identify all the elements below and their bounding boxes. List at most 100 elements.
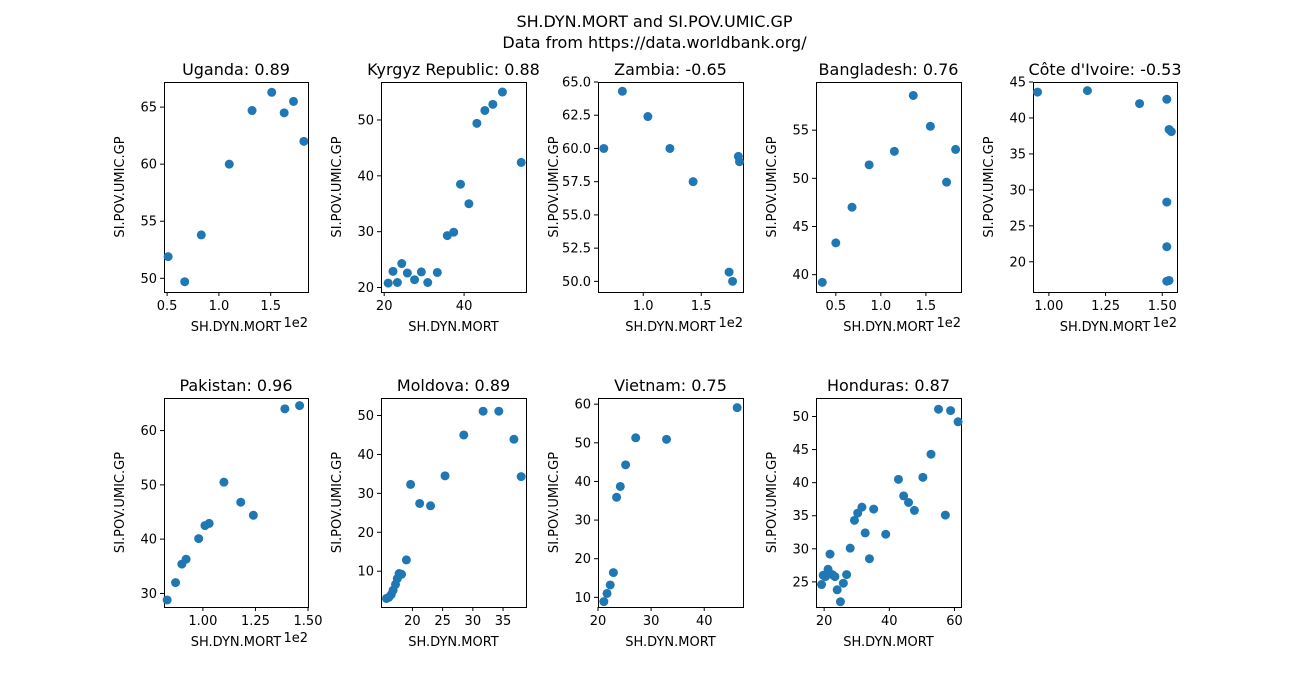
subplot-title: Vietnam: 0.75: [614, 376, 727, 395]
x-tick-label: 40: [881, 614, 898, 629]
data-point: [838, 578, 848, 588]
data-point: [472, 118, 482, 128]
subplot-title: Zambia: -0.65: [614, 60, 727, 79]
data-point: [953, 417, 963, 427]
x-offset-label: 1e2: [1152, 316, 1177, 331]
x-tick-label: 1.0: [633, 299, 654, 314]
data-point: [397, 259, 407, 269]
y-tick-label: 20: [357, 526, 374, 541]
data-point: [464, 199, 474, 209]
data-point: [401, 555, 411, 565]
data-point: [299, 136, 309, 146]
y-tick-label: 52.5: [562, 242, 591, 257]
subplot-title: Kyrgyz Republic: 0.88: [367, 60, 540, 79]
x-offset-label: 1e2: [283, 631, 308, 646]
data-point: [617, 86, 627, 96]
subplot-title: Uganda: 0.89: [182, 60, 290, 79]
x-axis-label: SH.DYN.MORT: [625, 320, 716, 335]
data-point: [820, 572, 830, 582]
y-axis-label: SI.POV.UMIC.GP: [765, 136, 780, 237]
subplot-4: Côte d'Ivoire: -0.53 1.00 1.25 1.50 20 25 30 35…: [982, 60, 1182, 335]
data-point: [893, 474, 903, 484]
data-point: [951, 144, 961, 154]
data-point: [516, 472, 526, 482]
data-point: [864, 160, 874, 170]
y-tick-label: 40: [357, 448, 374, 463]
axes-frame: [381, 82, 527, 293]
data-point: [605, 580, 615, 590]
y-tick-label: 40: [792, 476, 809, 491]
data-point: [1082, 86, 1092, 96]
x-axis-label: SH.DYN.MORT: [625, 635, 716, 650]
axes-frame: [381, 398, 527, 608]
data-point: [1162, 94, 1172, 104]
y-tick-label: 55.0: [562, 208, 591, 223]
data-point: [1166, 127, 1176, 137]
y-tick-label: 20: [357, 281, 374, 296]
x-tick-label: 1.5: [260, 299, 281, 314]
data-point: [171, 578, 181, 588]
y-axis-label: SI.POV.UMIC.GP: [113, 452, 128, 553]
x-tick-label: 1.0: [209, 299, 230, 314]
x-tick-label: 1.5: [691, 299, 712, 314]
data-point: [608, 568, 618, 578]
data-point: [688, 177, 698, 187]
data-point: [869, 504, 879, 514]
x-axis-label: SH.DYN.MORT: [191, 635, 282, 650]
x-tick-label: 1.25: [241, 614, 270, 629]
y-tick-label: 60: [140, 158, 157, 173]
x-tick-label: 1.25: [1091, 299, 1120, 314]
x-axis-label: SH.DYN.MORT: [843, 320, 934, 335]
data-point: [459, 430, 469, 440]
data-point: [817, 277, 827, 287]
data-point: [940, 510, 950, 520]
y-tick-label: 40: [574, 475, 591, 490]
data-point: [857, 502, 867, 512]
data-point: [1033, 87, 1043, 97]
data-point: [831, 238, 841, 248]
data-point: [909, 505, 919, 515]
y-axis-label: SI.POV.UMIC.GP: [330, 452, 345, 553]
data-point: [383, 278, 393, 288]
data-point: [845, 543, 855, 553]
data-point: [295, 401, 305, 411]
y-tick-label: 65: [140, 101, 157, 116]
y-tick-label: 50: [792, 410, 809, 425]
x-tick-label: 20: [404, 614, 421, 629]
data-point: [410, 275, 420, 285]
x-axis-label: SH.DYN.MORT: [408, 635, 499, 650]
x-tick-label: 35: [495, 614, 512, 629]
y-tick-label: 50: [357, 409, 374, 424]
data-point: [204, 518, 214, 528]
data-point: [181, 554, 191, 564]
data-point: [735, 157, 745, 167]
y-tick-label: 50: [357, 113, 374, 128]
y-tick-label: 30: [792, 542, 809, 557]
data-point: [860, 528, 870, 538]
y-tick-label: 55: [140, 215, 157, 230]
suptitle-line2: Data from https://data.worldbank.org/: [502, 33, 807, 52]
y-tick-label: 60.0: [562, 142, 591, 157]
data-point: [631, 433, 641, 443]
data-point: [825, 549, 835, 559]
data-point: [509, 434, 519, 444]
data-point: [497, 87, 507, 97]
y-tick-label: 50: [574, 436, 591, 451]
x-tick-label: 40: [696, 614, 713, 629]
data-point: [236, 497, 246, 507]
y-tick-label: 35: [792, 509, 809, 524]
data-point: [946, 406, 956, 416]
y-tick-label: 25: [1009, 219, 1026, 234]
data-point: [1162, 197, 1172, 207]
y-tick-label: 50: [140, 272, 157, 287]
subplot-5: Pakistan: 0.96 1.00 1.25 1.50 30 40 50 60 SH.DYN…: [113, 376, 322, 650]
data-point: [899, 491, 909, 501]
subplot-title: Pakistan: 0.96: [179, 376, 292, 395]
data-point: [449, 227, 459, 237]
data-point: [830, 572, 840, 582]
x-tick-label: 30: [465, 614, 482, 629]
subplot-title: Honduras: 0.87: [827, 376, 950, 395]
y-tick-label: 65.0: [562, 76, 591, 91]
data-point: [478, 406, 488, 416]
